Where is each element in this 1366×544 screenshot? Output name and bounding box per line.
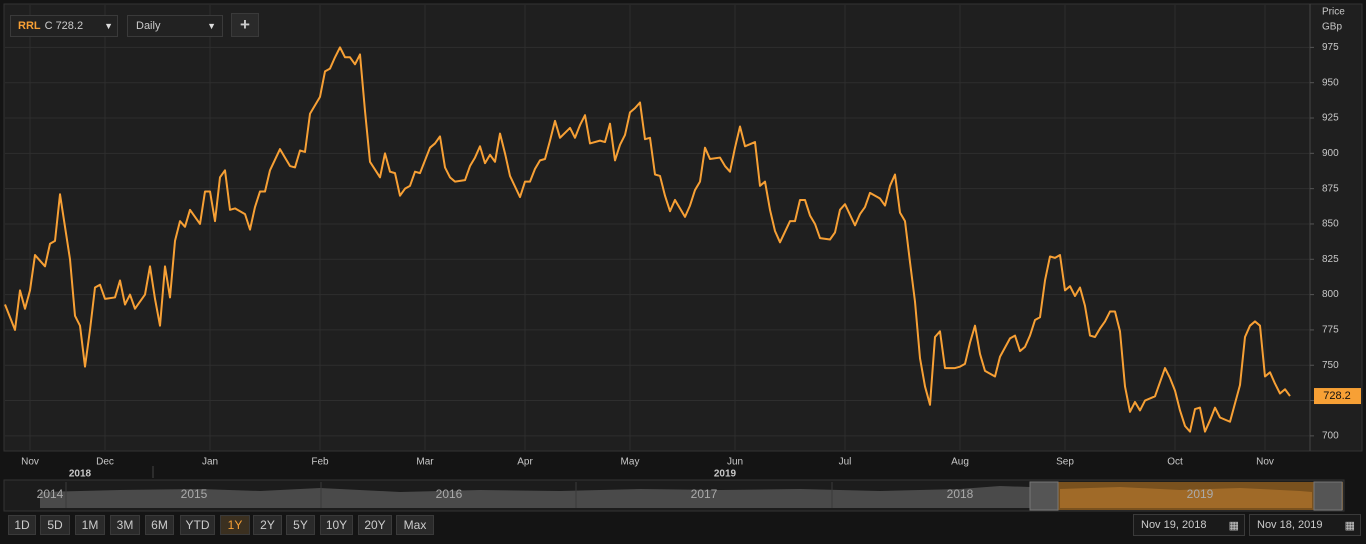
range-button[interactable]: 1Y xyxy=(220,515,250,535)
y-tick-label: 900 xyxy=(1322,148,1339,159)
range-button[interactable]: 5Y xyxy=(286,515,315,535)
navigator-year: 2017 xyxy=(691,487,718,501)
symbol: RRL xyxy=(18,20,41,32)
last-price-label: 728.2 xyxy=(1323,390,1351,402)
year-label: 2018 xyxy=(69,469,92,480)
range-button[interactable]: 1D xyxy=(8,515,36,535)
calendar-icon: ▦ xyxy=(1228,519,1239,532)
navigator-year: 2016 xyxy=(436,487,463,501)
add-label: + xyxy=(240,15,250,34)
y-axis-unit: GBp xyxy=(1322,22,1342,33)
x-tick-label: Feb xyxy=(311,457,329,468)
navigator-handle-left[interactable] xyxy=(1029,481,1059,511)
navigator-window-area xyxy=(1060,487,1312,508)
y-tick-label: 700 xyxy=(1322,431,1339,442)
plot-background xyxy=(3,3,1363,452)
calendar-icon: ▦ xyxy=(1344,519,1355,532)
navigator-year: 2014 xyxy=(37,487,64,501)
y-tick-label: 925 xyxy=(1322,113,1339,124)
y-tick-label: 975 xyxy=(1322,42,1339,53)
navigator-year: 2019 xyxy=(1187,487,1214,501)
y-tick-label: 750 xyxy=(1322,360,1339,371)
navigator-labels: 2014 2015 2016 2017 2018 2019 xyxy=(37,482,1214,508)
navigator-year: 2018 xyxy=(947,487,974,501)
x-tick-label: Nov xyxy=(21,457,39,468)
range-button[interactable]: Max xyxy=(396,515,434,535)
interval-select[interactable]: Daily ▼ xyxy=(127,15,223,37)
navigator-area xyxy=(40,486,1030,508)
range-button[interactable]: 10Y xyxy=(320,515,353,535)
price-line xyxy=(4,46,1291,433)
last-price-box xyxy=(1314,388,1361,405)
close-value: 728.2 xyxy=(55,20,84,32)
x-tick-label: Nov xyxy=(1256,457,1274,468)
x-tick-label: Jul xyxy=(839,457,852,468)
interval: Daily xyxy=(136,20,161,32)
x-tick-label: Apr xyxy=(517,457,533,468)
y-tick-label: 850 xyxy=(1322,219,1339,230)
date-to[interactable]: Nov 18, 2019 ▦ xyxy=(1249,514,1361,536)
range-button[interactable]: 3M xyxy=(110,515,140,535)
y-tick-label: 875 xyxy=(1322,183,1339,194)
range-button[interactable]: 2Y xyxy=(253,515,282,535)
y-tick-label: 950 xyxy=(1322,77,1339,88)
y-tick-label: 825 xyxy=(1322,254,1339,265)
x-tick-label: Oct xyxy=(1167,457,1183,468)
dropdown-arrow: ▼ xyxy=(104,21,113,31)
y-axis-title: Price xyxy=(1322,7,1345,18)
x-tick-label: Sep xyxy=(1056,457,1074,468)
x-tick-label: May xyxy=(621,457,640,468)
date-from[interactable]: Nov 19, 2018 ▦ xyxy=(1133,514,1245,536)
y-tick-label: 775 xyxy=(1322,325,1339,336)
x-tick-label: Dec xyxy=(96,457,114,468)
x-tick-label: Mar xyxy=(416,457,434,468)
range-button[interactable]: YTD xyxy=(180,515,215,535)
range-button[interactable]: 1M xyxy=(75,515,105,535)
dropdown-arrow: ▼ xyxy=(207,21,216,31)
navigator-handle-right[interactable] xyxy=(1313,481,1343,511)
navigator-year: 2015 xyxy=(181,487,208,501)
x-tick-label: Jun xyxy=(727,457,743,468)
symbol-select[interactable]: RRL C 728.2 ▼ xyxy=(10,15,118,37)
date-to-text: Nov 18, 2019 xyxy=(1257,519,1323,531)
close-prefix: C xyxy=(44,20,53,32)
year-label: 2019 xyxy=(714,469,737,480)
x-tick-label: Aug xyxy=(951,457,969,468)
date-from-text: Nov 19, 2018 xyxy=(1141,519,1207,531)
add-button[interactable]: + xyxy=(231,13,259,37)
range-button[interactable]: 6M xyxy=(145,515,174,535)
y-tick-label: 800 xyxy=(1322,289,1339,300)
range-button[interactable]: 20Y xyxy=(358,515,392,535)
range-button[interactable]: 5D xyxy=(40,515,70,535)
x-tick-label: Jan xyxy=(202,457,218,468)
